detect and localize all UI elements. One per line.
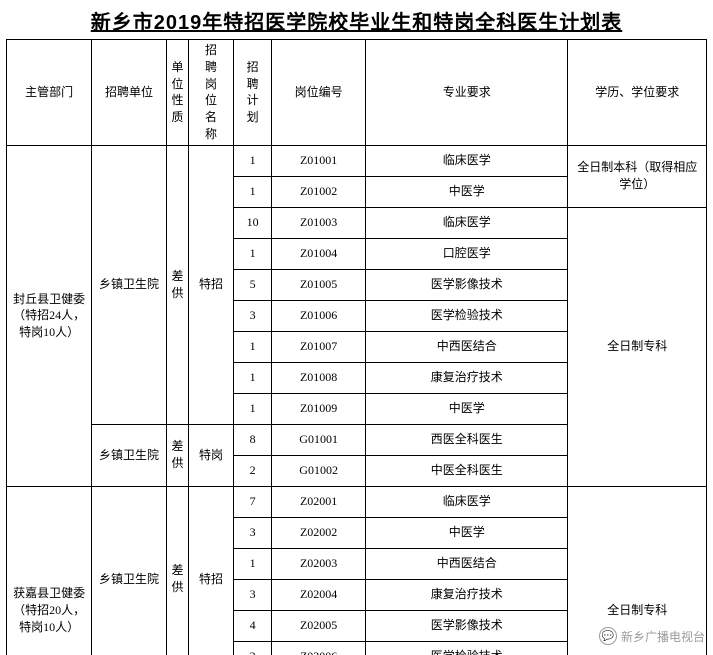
cell-major: 中西医结合 bbox=[366, 331, 568, 362]
cell-plan: 1 bbox=[233, 331, 271, 362]
cell-plan: 1 bbox=[233, 393, 271, 424]
cell-plan: 8 bbox=[233, 424, 271, 455]
cell-pos: 特招 bbox=[189, 486, 234, 655]
cell-major: 临床医学 bbox=[366, 486, 568, 517]
cell-code: Z01007 bbox=[272, 331, 366, 362]
cell-major: 康复治疗技术 bbox=[366, 362, 568, 393]
cell-major: 西医全科医生 bbox=[366, 424, 568, 455]
page-title: 新乡市2019年特招医学院校毕业生和特岗全科医生计划表 bbox=[6, 6, 707, 35]
cell-plan: 5 bbox=[233, 269, 271, 300]
cell-nature: 差供 bbox=[166, 486, 188, 655]
cell-code: Z01009 bbox=[272, 393, 366, 424]
cell-dept: 获嘉县卫健委（特招20人，特岗10人） bbox=[7, 486, 92, 655]
cell-code: Z02001 bbox=[272, 486, 366, 517]
cell-code: Z01005 bbox=[272, 269, 366, 300]
plan-table: 主管部门 招聘单位 单位性质 招聘岗位名称 招聘计划 岗位编号 专业要求 学历、… bbox=[6, 39, 707, 655]
cell-code: Z01006 bbox=[272, 300, 366, 331]
col-dept: 主管部门 bbox=[7, 40, 92, 146]
watermark-text: 新乡广播电视台 bbox=[621, 628, 705, 645]
cell-major: 临床医学 bbox=[366, 207, 568, 238]
col-plan: 招聘计划 bbox=[233, 40, 271, 146]
table-row: 获嘉县卫健委（特招20人，特岗10人）乡镇卫生院差供特招7Z02001临床医学全… bbox=[7, 486, 707, 517]
cell-code: Z01008 bbox=[272, 362, 366, 393]
cell-nature: 差供 bbox=[166, 424, 188, 486]
wechat-icon: 💬 bbox=[599, 627, 617, 645]
cell-major: 医学检验技术 bbox=[366, 641, 568, 655]
cell-plan: 10 bbox=[233, 207, 271, 238]
cell-code: Z02005 bbox=[272, 610, 366, 641]
cell-unit: 乡镇卫生院 bbox=[92, 486, 167, 655]
cell-major: 口腔医学 bbox=[366, 238, 568, 269]
cell-plan: 2 bbox=[233, 455, 271, 486]
cell-code: G01002 bbox=[272, 455, 366, 486]
table-body: 封丘县卫健委（特招24人，特岗10人）乡镇卫生院差供特招1Z01001临床医学全… bbox=[7, 145, 707, 655]
cell-major: 康复治疗技术 bbox=[366, 579, 568, 610]
col-edu: 学历、学位要求 bbox=[568, 40, 707, 146]
cell-code: Z01004 bbox=[272, 238, 366, 269]
cell-major: 中西医结合 bbox=[366, 548, 568, 579]
cell-major: 临床医学 bbox=[366, 145, 568, 176]
cell-edu: 全日制专科 bbox=[568, 207, 707, 486]
cell-unit: 乡镇卫生院 bbox=[92, 145, 167, 424]
cell-code: Z01001 bbox=[272, 145, 366, 176]
col-code: 岗位编号 bbox=[272, 40, 366, 146]
cell-nature: 差供 bbox=[166, 145, 188, 424]
cell-pos: 特招 bbox=[189, 145, 234, 424]
cell-plan: 1 bbox=[233, 362, 271, 393]
col-unit: 招聘单位 bbox=[92, 40, 167, 146]
col-major: 专业要求 bbox=[366, 40, 568, 146]
cell-plan: 3 bbox=[233, 300, 271, 331]
cell-major: 中医学 bbox=[366, 517, 568, 548]
cell-code: G01001 bbox=[272, 424, 366, 455]
cell-edu: 全日制本科（取得相应学位） bbox=[568, 145, 707, 207]
cell-plan: 7 bbox=[233, 486, 271, 517]
cell-code: Z01002 bbox=[272, 176, 366, 207]
cell-major: 中医全科医生 bbox=[366, 455, 568, 486]
cell-plan: 1 bbox=[233, 238, 271, 269]
cell-plan: 3 bbox=[233, 579, 271, 610]
cell-code: Z01003 bbox=[272, 207, 366, 238]
cell-plan: 2 bbox=[233, 641, 271, 655]
cell-major: 医学影像技术 bbox=[366, 269, 568, 300]
cell-plan: 1 bbox=[233, 176, 271, 207]
cell-plan: 4 bbox=[233, 610, 271, 641]
table-row: 封丘县卫健委（特招24人，特岗10人）乡镇卫生院差供特招1Z01001临床医学全… bbox=[7, 145, 707, 176]
cell-major: 医学检验技术 bbox=[366, 300, 568, 331]
cell-code: Z02003 bbox=[272, 548, 366, 579]
col-pos: 招聘岗位名称 bbox=[189, 40, 234, 146]
cell-major: 中医学 bbox=[366, 176, 568, 207]
cell-unit: 乡镇卫生院 bbox=[92, 424, 167, 486]
cell-major: 医学影像技术 bbox=[366, 610, 568, 641]
col-nature: 单位性质 bbox=[166, 40, 188, 146]
cell-code: Z02002 bbox=[272, 517, 366, 548]
cell-code: Z02004 bbox=[272, 579, 366, 610]
table-header-row: 主管部门 招聘单位 单位性质 招聘岗位名称 招聘计划 岗位编号 专业要求 学历、… bbox=[7, 40, 707, 146]
watermark: 💬 新乡广播电视台 bbox=[599, 627, 705, 645]
cell-plan: 1 bbox=[233, 145, 271, 176]
cell-plan: 3 bbox=[233, 517, 271, 548]
cell-pos: 特岗 bbox=[189, 424, 234, 486]
cell-code: Z02006 bbox=[272, 641, 366, 655]
cell-major: 中医学 bbox=[366, 393, 568, 424]
cell-plan: 1 bbox=[233, 548, 271, 579]
cell-dept: 封丘县卫健委（特招24人，特岗10人） bbox=[7, 145, 92, 486]
